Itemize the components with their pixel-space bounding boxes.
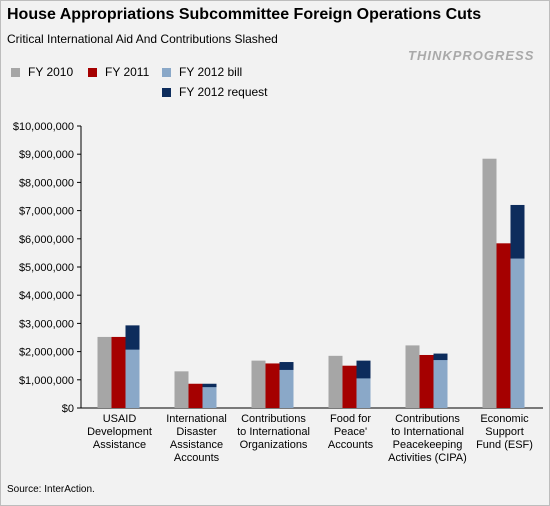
- bar-fy2011: [111, 336, 126, 408]
- bar-fy2011: [265, 363, 280, 408]
- category-label-line: Economic: [480, 413, 529, 425]
- category-label-line: Contributions: [395, 413, 460, 425]
- y-tick-label: $6,000,000: [19, 234, 74, 246]
- brand-logo: THINKPROGRESS: [408, 48, 535, 63]
- category-label-line: Development: [87, 426, 152, 438]
- bar-fy2011: [419, 354, 434, 408]
- legend-label-fy2012-bill: FY 2012 bill: [179, 65, 243, 79]
- bar-fy2010: [482, 158, 497, 408]
- y-tick-label: $0: [62, 403, 74, 415]
- category-label-line: to International: [391, 426, 464, 438]
- y-tick-label: $9,000,000: [19, 149, 74, 161]
- bar-fy2012-bill: [202, 387, 217, 408]
- category-label-line: Activities (CIPA): [388, 452, 467, 464]
- chart-subtitle: Critical International Aid And Contribut…: [7, 32, 278, 46]
- category-label-line: Disaster: [176, 426, 217, 438]
- y-tick-label: $4,000,000: [19, 290, 74, 302]
- legend-swatch-fy2012-bill: [162, 67, 171, 77]
- category-label-line: USAID: [103, 413, 137, 425]
- bar-fy2012-bill: [510, 258, 525, 408]
- category-label-line: to International: [237, 426, 310, 438]
- category-label-line: International: [166, 413, 227, 425]
- category-label-line: Peacekeeping: [393, 439, 463, 451]
- bar-fy2010: [97, 336, 112, 408]
- category-label-line: Accounts: [174, 452, 220, 464]
- legend-swatch-fy2010: [11, 67, 20, 77]
- category-label: Contributions to International Peacekeepin…: [388, 413, 467, 464]
- bar-fy2011: [496, 243, 511, 408]
- bar-fy2011: [188, 383, 203, 408]
- category-label: International Disaster Assistance Accounts: [166, 413, 227, 464]
- y-tick-label: $5,000,000: [19, 262, 74, 274]
- category-label: USAID Development Assistance: [87, 413, 152, 451]
- category-label: Food for Peace' Accounts: [328, 413, 374, 451]
- y-tick-label: $1,000,000: [19, 375, 74, 387]
- bar-fy2010: [174, 371, 189, 408]
- legend-fy2010: FY 2010: [11, 65, 73, 79]
- category-label-line: Assistance: [93, 439, 146, 451]
- legend-fy2012-request: FY 2012 request: [162, 85, 268, 99]
- chart-title: House Appropriations Subcommittee Foreig…: [7, 6, 482, 23]
- category-label-line: Food for: [330, 413, 371, 425]
- legend-label-fy2012-request: FY 2012 request: [179, 85, 268, 99]
- bar-fy2010: [251, 360, 266, 408]
- category-label-line: Support: [485, 426, 524, 438]
- legend-swatch-fy2011: [88, 67, 97, 77]
- bar-fy2012-bill: [356, 378, 371, 408]
- bar-fy2012-bill: [125, 349, 140, 408]
- category-label: Economic Support Fund (ESF): [476, 413, 533, 451]
- bar-fy2010: [405, 345, 420, 408]
- y-tick-label: $10,000,000: [13, 121, 74, 133]
- bar-fy2012-bill: [433, 360, 448, 408]
- bar-fy2012-bill: [279, 369, 294, 408]
- category-label-line: Assistance: [170, 439, 223, 451]
- category-label-line: Fund (ESF): [476, 439, 533, 451]
- y-tick-label: $3,000,000: [19, 318, 74, 330]
- legend-label-fy2010: FY 2010: [28, 65, 74, 79]
- category-label-line: Contributions: [241, 413, 306, 425]
- category-label-line: Peace': [334, 426, 367, 438]
- y-tick-label: $7,000,000: [19, 206, 74, 218]
- y-tick-label: $2,000,000: [19, 347, 74, 359]
- category-label-line: Accounts: [328, 439, 374, 451]
- bar-fy2010: [328, 355, 343, 408]
- source-note: Source: InterAction.: [7, 484, 95, 495]
- y-tick-label: $8,000,000: [19, 177, 74, 189]
- bar-fy2011: [342, 365, 357, 408]
- category-label-line: Organizations: [240, 439, 308, 451]
- legend-fy2012-bill: FY 2012 bill: [162, 65, 242, 79]
- category-label: Contributions to International Organizatio…: [237, 413, 310, 451]
- legend-label-fy2011: FY 2011: [105, 65, 150, 79]
- bar-chart: $0 $1,000,000 $2,000,000 $3,000,000 $4,000,0…: [13, 121, 543, 464]
- legend-fy2011: FY 2011: [88, 65, 149, 79]
- legend-swatch-fy2012-request: [162, 87, 171, 97]
